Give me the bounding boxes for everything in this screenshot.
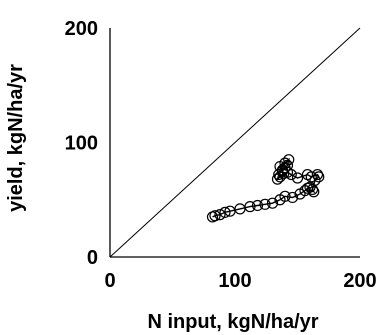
data-point [308,186,320,198]
data-point [266,197,279,209]
x-tick-label: 100 [218,270,251,292]
data-point [251,199,264,212]
data-point [209,210,221,222]
x-tick-label: 200 [343,270,376,292]
data-point [286,191,299,204]
x-tick-label: 0 [104,270,115,292]
data-point [244,201,256,213]
data-point [214,209,226,221]
data-point [271,173,284,185]
y-tick-label: 100 [65,133,98,155]
y-axis-title: yield, kgN/ha/yr [5,64,27,212]
one-to-one-line [109,27,361,258]
data-point [276,165,289,177]
x-axis-title: N input, kgN/ha/yr [147,311,318,333]
series-layer [206,154,325,223]
data-point [279,190,291,202]
data-point [309,174,321,186]
y-tick-label: 200 [65,18,98,40]
data-point [279,162,291,174]
y-tick-label: 0 [87,247,98,269]
data-point [259,198,271,210]
y-tick-labels: 0 100 200 [65,18,98,269]
x-tick-labels: 0 100 200 [104,270,376,292]
data-point [279,157,291,169]
data-point [313,171,325,183]
data-point [301,182,314,194]
reference-line-layer [109,27,361,258]
data-point [291,172,304,184]
data-point [219,206,231,218]
axes [109,28,360,258]
data-point [301,168,314,181]
